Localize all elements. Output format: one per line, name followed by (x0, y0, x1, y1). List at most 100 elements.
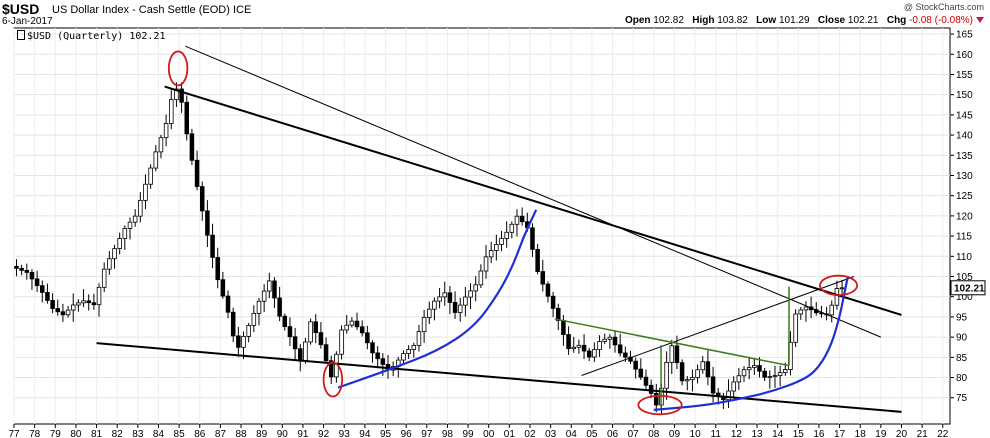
candle-body (256, 300, 262, 314)
candle-body (741, 369, 747, 377)
candle-body (189, 133, 195, 161)
y-tick-label: 120 (956, 211, 973, 222)
y-tick-label: 115 (956, 232, 972, 243)
candle-body (519, 215, 525, 223)
candle-body (158, 137, 164, 153)
x-tick-label: 12 (731, 429, 743, 438)
candle-body (303, 341, 308, 362)
candle-body (55, 308, 61, 313)
candle-body (731, 381, 736, 392)
candle-body (777, 372, 783, 376)
candle-body (499, 237, 504, 245)
x-tick-label: 87 (215, 429, 227, 438)
candle-body (628, 356, 633, 362)
x-tick-label: 79 (50, 429, 62, 438)
x-tick-label: 83 (132, 429, 144, 438)
candle-body (597, 341, 602, 350)
down-arrow-icon[interactable] (976, 17, 984, 24)
candle-body (19, 267, 24, 271)
candle-body (246, 325, 251, 337)
x-tick-label: 90 (277, 429, 289, 438)
candle-body (236, 335, 241, 348)
candle-body (617, 344, 623, 354)
chart-header: $USD US Dollar Index - Cash Settle (EOD)… (0, 0, 990, 27)
candle-body (535, 248, 540, 272)
y-tick-label: 95 (956, 312, 968, 323)
candle-body (550, 295, 556, 309)
x-tick-label: 19 (875, 429, 887, 438)
candle-body (230, 311, 236, 337)
x-tick-label: 91 (297, 429, 309, 438)
symbol-label[interactable]: $USD (2, 1, 40, 17)
candle-body (421, 317, 427, 333)
candle-body (210, 234, 215, 258)
candle-body (370, 342, 375, 354)
x-tick-label: 18 (855, 429, 867, 438)
instrument-title: US Dollar Index - Cash Settle (EOD) (52, 4, 230, 16)
candle-body (633, 360, 638, 370)
candle-body (220, 279, 226, 297)
plot-frame (13, 27, 951, 425)
open-label: Open (624, 15, 651, 26)
x-tick-label: 82 (112, 429, 124, 438)
candle-body (411, 344, 417, 350)
candle-body (344, 324, 349, 331)
candle-body (581, 344, 587, 352)
x-tick-label: 01 (504, 429, 516, 438)
candle-body (122, 228, 128, 239)
candle-body (24, 269, 30, 273)
candle-body (834, 288, 840, 306)
trendline-lower-support (96, 342, 902, 413)
x-tick-label: 21 (917, 429, 929, 438)
y-tick-label: 80 (956, 373, 968, 384)
candle-body (323, 344, 329, 362)
y-tick-label: 160 (956, 50, 973, 61)
candle-body (700, 361, 705, 371)
x-tick-label: 92 (318, 429, 330, 438)
candle-body (184, 101, 190, 135)
x-axis: 77 78 79 80 81 82 83 84 85 86 87 88 89 90 91 92 93 94 95 96… (8, 424, 949, 438)
low-value: 101.29 (778, 15, 810, 26)
candle-body (50, 300, 55, 309)
instrument-name: US Dollar Index - Cash Settle (EOD) ICE (52, 4, 251, 16)
y-tick-label: 85 (956, 353, 968, 364)
candle-body (292, 336, 298, 350)
x-tick-label: 05 (586, 429, 598, 438)
copyright-label[interactable]: @ StockCharts.com (903, 2, 984, 12)
x-tick-label: 20 (896, 429, 908, 438)
candle-body (29, 271, 35, 280)
candle-body (488, 250, 494, 258)
y-tick-label: 145 (956, 110, 973, 121)
candle-body (602, 338, 607, 342)
candles-layer (14, 82, 845, 414)
candle-body (117, 238, 122, 250)
arc-2008-2016 (653, 276, 849, 411)
x-tick-label: 80 (70, 429, 82, 438)
chg-label: Chg (886, 15, 907, 26)
candle-body (623, 352, 628, 358)
candle-body (153, 151, 159, 169)
candle-body (545, 283, 551, 297)
x-tick-label: 22 (937, 429, 949, 438)
candle-body (463, 296, 468, 306)
candle-body (406, 349, 411, 354)
x-tick-label: 84 (153, 429, 165, 438)
x-tick-label: 13 (751, 429, 763, 438)
y-tick-label: 130 (956, 171, 973, 182)
candle-body (674, 345, 680, 364)
candle-body (91, 302, 97, 306)
y-tick-label: 105 (956, 272, 973, 283)
candle-body (757, 365, 762, 372)
candle-body (783, 369, 788, 374)
candle-body (401, 353, 406, 361)
candle-body (793, 313, 798, 343)
chart-date: 6-Jan-2017 (2, 16, 53, 27)
candle-body (437, 296, 442, 302)
y-tick-label: 75 (956, 393, 968, 404)
candle-body (457, 304, 463, 313)
candle-body (267, 280, 272, 292)
candle-body (540, 271, 546, 285)
candle-body (339, 329, 344, 355)
low-label: Low (756, 15, 777, 26)
candle-body (14, 266, 19, 269)
